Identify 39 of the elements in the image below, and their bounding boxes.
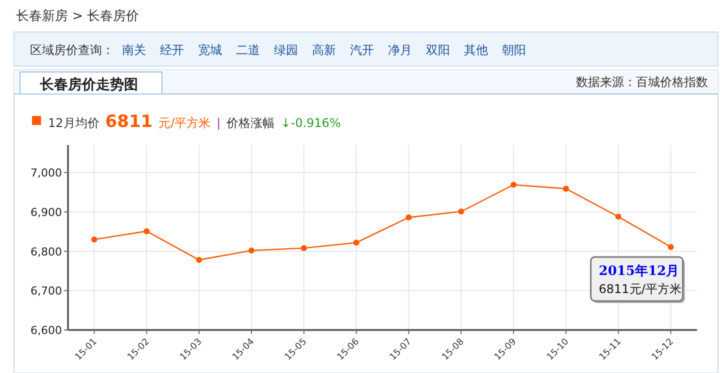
point (91, 236, 98, 242)
text: 6811 (105, 112, 153, 132)
text: 元/平方米 (158, 116, 211, 130)
y-tick-label: 6,800 (30, 245, 62, 258)
text: 南关 (122, 43, 146, 57)
text: ↓-0.916% (280, 116, 341, 130)
point (615, 214, 622, 220)
annotation: 2015年12月 6811元/平方米 (598, 264, 682, 296)
text: 汽开 (350, 43, 374, 57)
point (353, 240, 360, 246)
text: | (216, 116, 221, 130)
text: 净月 (388, 43, 412, 57)
text: 价格涨幅 (226, 116, 275, 130)
point (196, 256, 202, 263)
point (144, 228, 150, 234)
text: 高新 (312, 43, 336, 57)
text: 12月均价 (48, 116, 100, 130)
point (562, 186, 569, 192)
point (300, 245, 307, 252)
y-tick-label: 6,700 (30, 284, 62, 298)
text: 长春新房 > 长春房价 (16, 8, 140, 24)
text: 其他 (464, 43, 488, 57)
point (458, 208, 464, 215)
text: 朝阳 (502, 43, 526, 57)
text: 宽城 (198, 43, 222, 57)
point (248, 247, 254, 254)
source-note: 数据来源：百城价格指数 (576, 75, 708, 89)
text: 双阳 (426, 43, 450, 57)
text: 经开 (160, 43, 184, 57)
point (510, 182, 517, 188)
point (668, 244, 674, 250)
y-tick-label: 7,000 (30, 166, 62, 180)
y-tick-label: 6,600 (30, 324, 62, 337)
text: 二道 (236, 43, 260, 57)
text: 区域房价查询： (30, 43, 114, 57)
y-tick-label: 6,900 (30, 206, 62, 219)
point (406, 214, 412, 220)
text: 绿园 (274, 43, 298, 57)
chart-title: 长春房价走势图 (39, 76, 138, 93)
